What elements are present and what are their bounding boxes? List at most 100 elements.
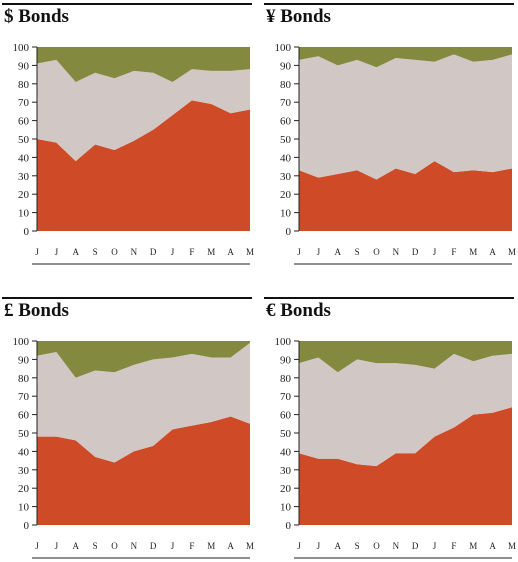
x-tick-label: J xyxy=(297,247,301,257)
x-tick-label: J xyxy=(317,247,321,257)
y-tick-label: 100 xyxy=(275,336,292,348)
y-tick-label: 70 xyxy=(18,391,30,403)
y-tick-label: 90 xyxy=(280,60,292,72)
y-tick-label: 100 xyxy=(13,42,30,54)
x-tick-label: F xyxy=(451,247,456,257)
x-tick-label: A xyxy=(72,541,79,551)
y-tick-label: 20 xyxy=(18,189,30,201)
area-series-0 xyxy=(299,161,512,231)
y-tick-label: 30 xyxy=(280,171,292,183)
area-series-2 xyxy=(299,341,512,373)
x-tick-label: N xyxy=(131,541,138,551)
x-tick-label: J xyxy=(433,541,437,551)
chart-svg: 0 10 20 30 40 50 60 70 80 90 100 J J A S O N D J F M A M xyxy=(275,42,516,265)
y-tick-label: 0 xyxy=(24,226,30,238)
y-tick-label: 20 xyxy=(280,189,292,201)
area-series-0 xyxy=(299,407,512,525)
y-tick-label: 40 xyxy=(280,152,292,164)
x-tick-label: F xyxy=(189,247,194,257)
panel-top-rule xyxy=(2,3,252,5)
y-tick-label: 80 xyxy=(280,79,292,91)
x-tick-label: S xyxy=(355,247,360,257)
y-tick-label: 60 xyxy=(18,410,30,422)
chart-panel-jpy: ¥ Bonds 0 10 20 30 40 50 60 70 80 90 100 J J A S O N D J F M… xyxy=(264,3,516,268)
y-tick-label: 0 xyxy=(286,226,292,238)
y-tick-label: 70 xyxy=(18,97,30,109)
chart-title: $ Bonds xyxy=(4,6,69,27)
x-tick-label: M xyxy=(508,247,516,257)
x-tick-label: S xyxy=(93,541,98,551)
area-series-1 xyxy=(299,54,512,180)
x-tick-label: N xyxy=(393,541,400,551)
x-tick-label: D xyxy=(150,541,157,551)
x-tick-label: O xyxy=(373,541,380,551)
x-tick-label: J xyxy=(317,541,321,551)
y-tick-label: 60 xyxy=(18,116,30,128)
y-tick-label: 90 xyxy=(18,354,30,366)
y-tick-label: 60 xyxy=(280,410,292,422)
y-tick-label: 10 xyxy=(280,208,292,220)
y-tick-label: 30 xyxy=(280,465,292,477)
y-tick-label: 90 xyxy=(280,354,292,366)
x-tick-label: J xyxy=(171,541,175,551)
x-tick-label: F xyxy=(189,541,194,551)
y-tick-label: 50 xyxy=(18,428,30,440)
x-tick-label: A xyxy=(489,541,496,551)
y-tick-label: 100 xyxy=(13,336,30,348)
area-series-2 xyxy=(299,47,512,68)
x-tick-label: M xyxy=(246,541,254,551)
y-tick-label: 80 xyxy=(18,373,30,385)
area-series-0 xyxy=(37,100,250,231)
x-tick-label: O xyxy=(111,247,118,257)
x-tick-label: A xyxy=(334,247,341,257)
chart-title: £ Bonds xyxy=(4,300,69,321)
x-tick-label: F xyxy=(451,541,456,551)
area-series-2 xyxy=(37,341,250,378)
y-tick-label: 40 xyxy=(18,446,30,458)
y-tick-label: 10 xyxy=(280,502,292,514)
x-tick-label: J xyxy=(35,247,39,257)
y-tick-label: 20 xyxy=(18,483,30,495)
y-tick-label: 10 xyxy=(18,502,30,514)
x-tick-label: A xyxy=(72,247,79,257)
y-tick-label: 90 xyxy=(18,60,30,72)
y-tick-label: 50 xyxy=(280,134,292,146)
y-tick-label: 20 xyxy=(280,483,292,495)
area-series-1 xyxy=(299,353,512,467)
x-tick-label: J xyxy=(433,247,437,257)
x-tick-label: D xyxy=(150,247,157,257)
x-tick-label: M xyxy=(207,541,215,551)
chart-svg: 0 10 20 30 40 50 60 70 80 90 100 J J A S O N D J F M A M xyxy=(13,42,254,265)
y-tick-label: 70 xyxy=(280,391,292,403)
y-tick-label: 40 xyxy=(280,446,292,458)
x-tick-label: J xyxy=(35,541,39,551)
x-tick-label: M xyxy=(246,247,254,257)
y-tick-label: 0 xyxy=(24,520,30,532)
x-tick-label: M xyxy=(469,541,477,551)
area-series-1 xyxy=(37,59,250,162)
y-tick-label: 0 xyxy=(286,520,292,532)
panel-top-rule xyxy=(264,297,514,299)
x-tick-label: N xyxy=(393,247,400,257)
y-tick-label: 70 xyxy=(280,97,292,109)
x-tick-label: A xyxy=(227,247,234,257)
x-tick-label: J xyxy=(55,247,59,257)
y-tick-label: 80 xyxy=(18,79,30,91)
y-tick-label: 30 xyxy=(18,171,30,183)
y-tick-label: 60 xyxy=(280,116,292,128)
x-tick-label: N xyxy=(131,247,138,257)
x-tick-label: J xyxy=(55,541,59,551)
area-series-0 xyxy=(37,416,250,525)
y-tick-label: 40 xyxy=(18,152,30,164)
x-tick-label: O xyxy=(373,247,380,257)
y-tick-label: 100 xyxy=(275,42,292,54)
x-tick-label: S xyxy=(355,541,360,551)
panel-top-rule xyxy=(2,297,252,299)
x-tick-label: O xyxy=(111,541,118,551)
area-series-2 xyxy=(37,47,250,82)
chart-panel-gbp: £ Bonds 0 10 20 30 40 50 60 70 80 90 100 J J A S O N D J F M… xyxy=(2,297,254,562)
chart-panel-usd: $ Bonds 0 10 20 30 40 50 60 70 80 90 100 J J A S O N D J F M… xyxy=(2,3,254,268)
chart-svg: 0 10 20 30 40 50 60 70 80 90 100 J J A S O N D J F M A M xyxy=(13,336,254,559)
chart-title: € Bonds xyxy=(266,300,331,321)
y-tick-label: 80 xyxy=(280,373,292,385)
